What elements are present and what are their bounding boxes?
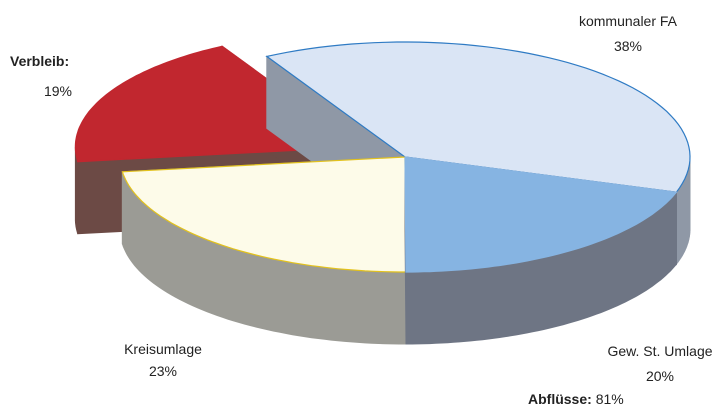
slice: [265, 41, 691, 193]
annotation: Abflüsse: 81%: [528, 391, 624, 407]
slice-label: Verbleib:: [10, 53, 69, 69]
annotation-value: 81%: [596, 391, 624, 407]
slice-value-label: 23%: [149, 363, 177, 379]
slice-label: Gew. St. Umlage: [607, 343, 712, 359]
slice-value-label: 38%: [614, 38, 642, 54]
slice-label: kommunaler FA: [579, 13, 678, 29]
slice-label: Kreisumlage: [124, 341, 202, 357]
annotation-label: Abflüsse:: [528, 391, 592, 407]
pie: [74, 41, 691, 345]
slice: [404, 156, 678, 273]
slice-value-label: 20%: [646, 368, 674, 384]
slice-value-label: 19%: [44, 83, 72, 99]
slice: [121, 156, 407, 273]
